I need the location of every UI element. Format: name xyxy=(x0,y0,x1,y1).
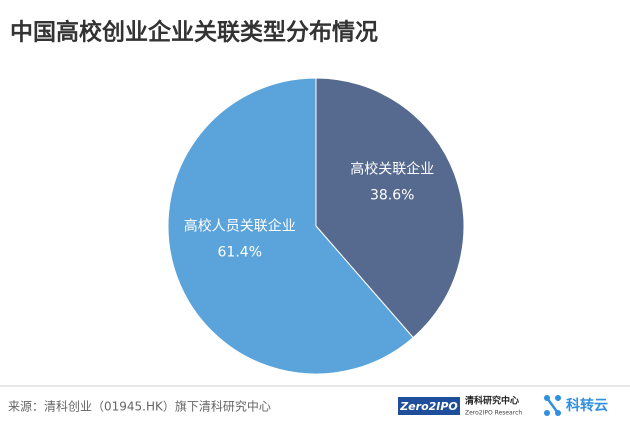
logo-research-cn: 清科研究中心 xyxy=(465,395,519,407)
logo-box xyxy=(398,397,460,415)
pie-slice xyxy=(315,77,465,339)
logo-kzy-icon xyxy=(544,395,561,416)
pie-slice xyxy=(167,77,414,375)
slice-label: 高校关联企业 xyxy=(350,160,434,177)
slice-value-label: 38.6% xyxy=(370,187,414,203)
logo-zero2ipo: Zero2IPO xyxy=(399,400,458,413)
source-note: 来源：清科创业（01945.HK）旗下清科研究中心 xyxy=(8,399,271,414)
slice-value-label: 61.4% xyxy=(218,245,262,261)
logo-kzy: 科转云 xyxy=(566,397,608,414)
chart-title: 中国高校创业企业关联类型分布情况 xyxy=(10,19,378,46)
pie: 高校关联企业 38.6% 高校人员关联企业 61.4% xyxy=(167,77,465,375)
slice-label: 高校人员关联企业 xyxy=(184,218,296,235)
logo-research-en: Zero2IPO Research xyxy=(465,410,522,417)
